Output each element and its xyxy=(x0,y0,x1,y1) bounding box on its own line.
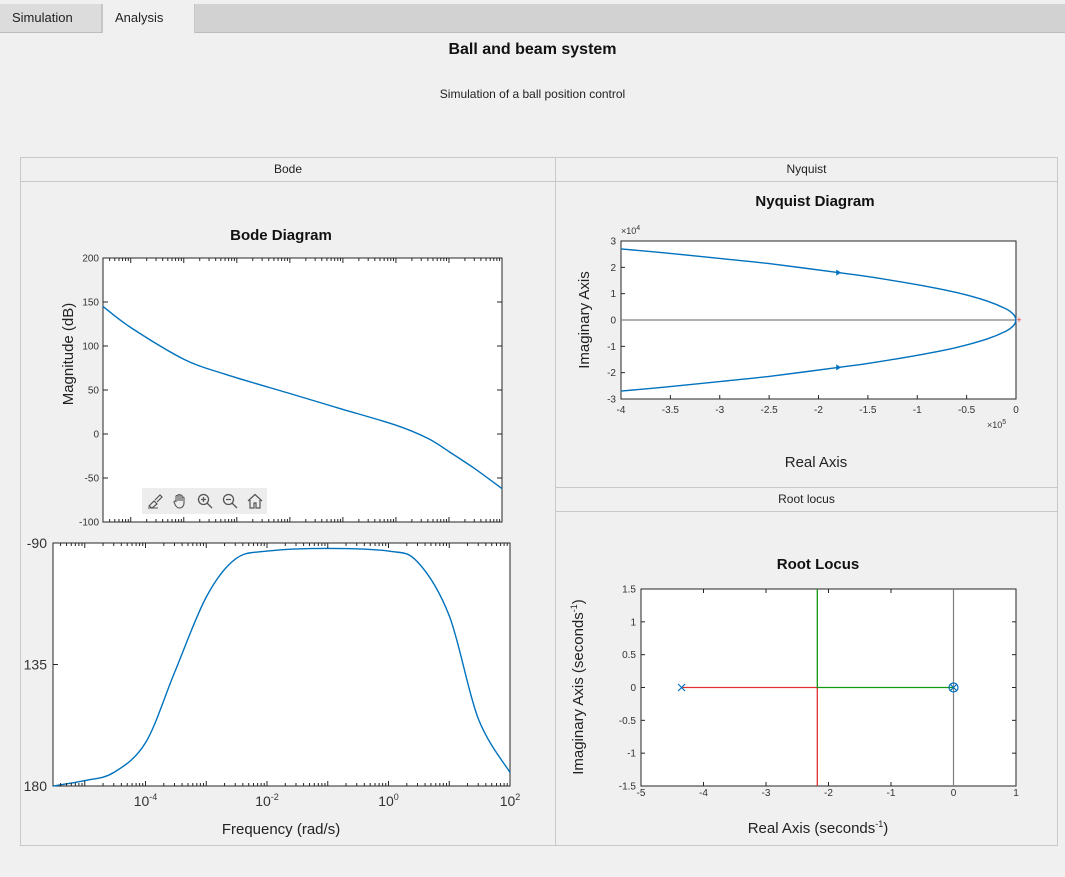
tab-simulation[interactable]: Simulation xyxy=(0,4,102,32)
root-locus-xtick-label: -1 xyxy=(887,788,896,799)
zoom-out-icon[interactable] xyxy=(217,489,242,513)
nyquist-ytick-label: 2 xyxy=(610,263,616,274)
nyquist-xtick-label: -1 xyxy=(913,405,922,416)
nyquist-ytick-label: 3 xyxy=(610,237,616,248)
bode-phase-ytick-label: 180 xyxy=(24,778,48,794)
bode-magnitude-ytick-label: 50 xyxy=(88,386,100,397)
root-locus-ylabel: Imaginary Axis (seconds-1) xyxy=(569,599,587,775)
bode-phase-ytick-label: 135 xyxy=(24,657,48,673)
bode-panel-title: Bode xyxy=(21,158,555,182)
brush-icon[interactable] xyxy=(142,489,167,513)
root-locus-xtick-label: -4 xyxy=(699,788,708,799)
nyquist-xtick-label: -0.5 xyxy=(958,405,976,416)
nyquist-curve-lower xyxy=(620,319,1017,392)
nyquist-ytick-label: -2 xyxy=(607,368,616,379)
nyquist-ytick-label: -3 xyxy=(607,395,616,406)
bode-magnitude-ytick-label: 0 xyxy=(93,430,99,441)
root-locus-ytick-label: 0.5 xyxy=(622,650,636,661)
root-locus-ylabel-exp: -1 xyxy=(569,604,579,612)
nyquist-xlabel: Real Axis xyxy=(785,454,848,471)
nyquist-xtick-label: -2 xyxy=(814,405,823,416)
bode-xlabel: Frequency (rad/s) xyxy=(222,821,340,838)
bode-magnitude-ytick-label: 150 xyxy=(82,298,99,309)
bode-magnitude-ytick-label: 200 xyxy=(82,254,99,265)
nyquist-xtick-label: -1.5 xyxy=(859,405,877,416)
root-locus-ytick-label: 1 xyxy=(630,617,636,628)
tab-analysis-label: Analysis xyxy=(115,10,164,25)
root-locus-chart-title: Root Locus xyxy=(777,556,860,573)
nyquist-curve-upper xyxy=(620,248,1017,321)
nyquist-x-exponent-value: 5 xyxy=(1002,419,1006,426)
axes-toolbar xyxy=(142,488,267,514)
root-locus-ylabel-text: Imaginary Axis (seconds xyxy=(570,612,587,775)
nyquist-ytick-label: -1 xyxy=(607,342,616,353)
tab-analysis[interactable]: Analysis xyxy=(102,4,195,33)
root-locus-xtick-label: -5 xyxy=(637,788,646,799)
nyquist-x-exponent: ×105 xyxy=(987,419,1006,430)
nyquist-ytick-label: 1 xyxy=(610,289,616,300)
nyquist-direction-arrow xyxy=(836,364,842,371)
nyquist-y-exponent: ×104 xyxy=(621,225,640,236)
root-locus-zero-marker xyxy=(948,682,959,693)
root-locus-xtick-label: -3 xyxy=(762,788,771,799)
bode-magnitude-ytick-label: -100 xyxy=(79,518,99,529)
bode-magnitude-ytick-label: -50 xyxy=(85,474,100,485)
nyquist-xtick-label: 0 xyxy=(1013,405,1019,416)
bode-magnitude-ytick-label: 100 xyxy=(82,342,99,353)
page-subtitle: Simulation of a ball position control xyxy=(439,87,626,101)
home-icon[interactable] xyxy=(242,489,267,513)
nyquist-xtick-label: -3.5 xyxy=(662,405,680,416)
bode-xtick-label: 10-4 xyxy=(134,792,158,809)
bode-xtick-label: 102 xyxy=(500,792,521,809)
nyquist-panel-title: Nyquist xyxy=(556,158,1057,182)
root-locus-ytick-label: 1.5 xyxy=(622,585,636,596)
root-locus-pole-marker xyxy=(677,683,686,692)
bode-xtick-label: 10-2 xyxy=(255,792,279,809)
bode-phase-axes[interactable] xyxy=(52,542,511,787)
nyquist-xtick-label: -2.5 xyxy=(761,405,779,416)
bode-phase-line xyxy=(52,547,511,787)
bode-chart-title: Bode Diagram xyxy=(230,227,332,244)
nyquist-xtick-label: -3 xyxy=(715,405,724,416)
nyquist-xtick-label: -4 xyxy=(617,405,626,416)
root-locus-ytick-label: -1 xyxy=(627,749,636,760)
bode-magnitude-ylabel: Magnitude (dB) xyxy=(60,303,77,406)
root-locus-xtick-label: 1 xyxy=(1013,788,1019,799)
root-locus-ytick-label: -0.5 xyxy=(619,716,637,727)
page-title: Ball and beam system xyxy=(448,41,617,58)
root-locus-xlabel-text: Real Axis (seconds xyxy=(748,820,876,837)
root-locus-pole-marker xyxy=(949,683,958,692)
root-locus-branch-green xyxy=(816,589,954,689)
root-locus-panel-title: Root locus xyxy=(556,488,1057,512)
tab-bar: Simulation Analysis xyxy=(0,4,1065,33)
pan-hand-icon[interactable] xyxy=(167,489,192,513)
nyquist-critical-point: + xyxy=(1016,315,1021,325)
root-locus-xtick-label: -2 xyxy=(824,788,833,799)
root-locus-xlabel-exp: -1 xyxy=(875,819,883,829)
bode-xtick-label: 100 xyxy=(378,792,399,809)
nyquist-y-exponent-value: 4 xyxy=(636,225,640,232)
bode-phase-ytick-label: -90 xyxy=(27,535,47,551)
tab-simulation-label: Simulation xyxy=(12,10,73,25)
root-locus-ytick-label: -1.5 xyxy=(619,782,637,793)
nyquist-chart-title: Nyquist Diagram xyxy=(755,193,874,210)
root-locus-xlabel: Real Axis (seconds-1) xyxy=(748,819,889,837)
bode-magnitude-line xyxy=(102,305,503,490)
root-locus-ytick-label: 0 xyxy=(630,683,636,694)
root-locus-xtick-label: 0 xyxy=(951,788,957,799)
nyquist-ylabel: Imaginary Axis xyxy=(576,271,593,369)
nyquist-ytick-label: 0 xyxy=(610,316,616,327)
nyquist-direction-arrow xyxy=(836,269,842,276)
zoom-in-icon[interactable] xyxy=(192,489,217,513)
bode-magnitude-axes[interactable] xyxy=(102,257,503,523)
root-locus-panel: Root locus xyxy=(555,487,1058,846)
